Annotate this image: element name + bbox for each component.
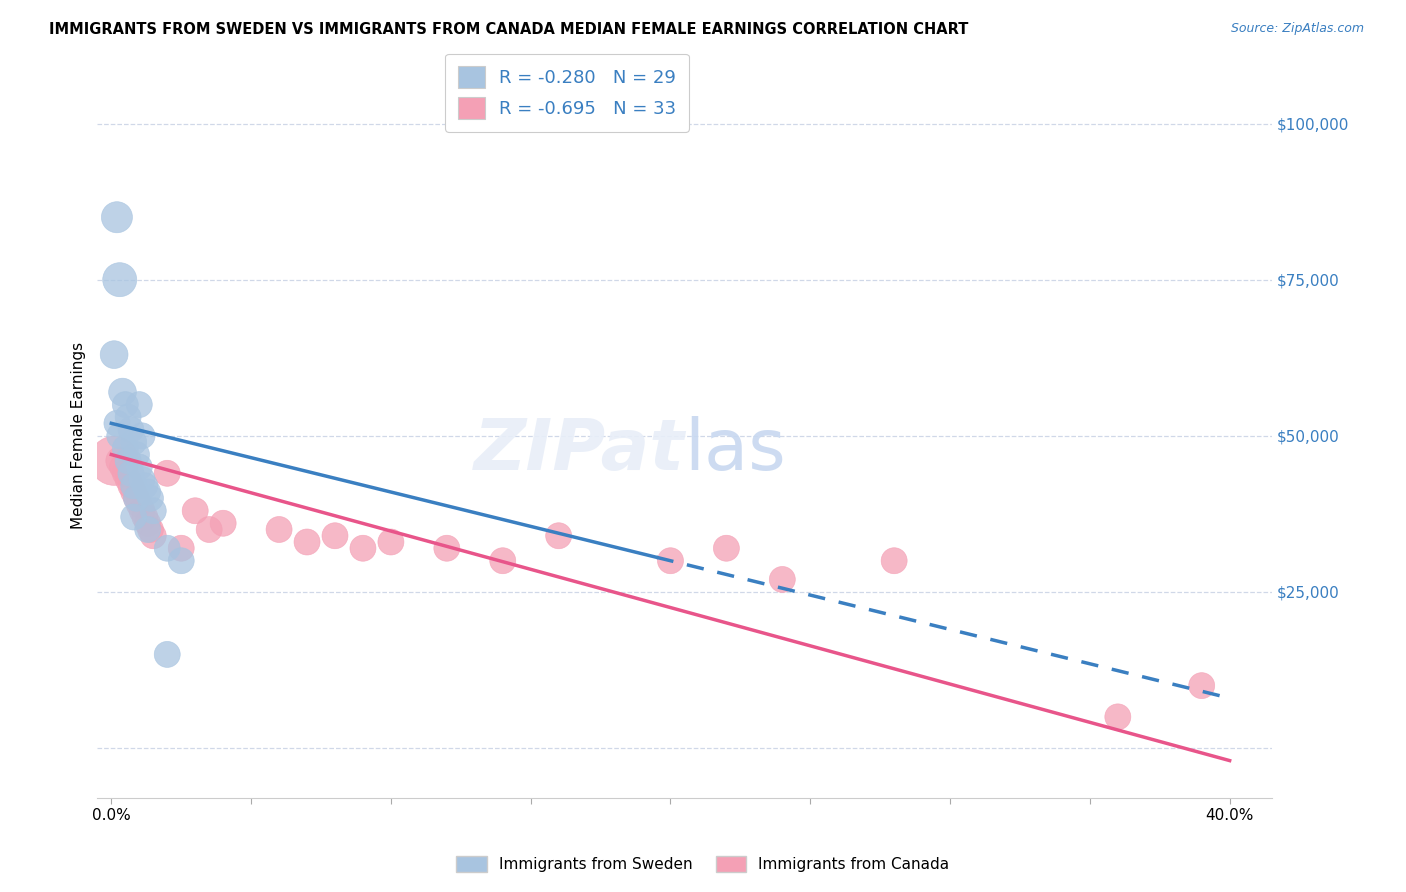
Point — [114, 442, 136, 456]
Point — [156, 541, 179, 556]
Point — [380, 535, 402, 549]
Point — [117, 410, 139, 425]
Text: IMMIGRANTS FROM SWEDEN VS IMMIGRANTS FROM CANADA MEDIAN FEMALE EARNINGS CORRELAT: IMMIGRANTS FROM SWEDEN VS IMMIGRANTS FRO… — [49, 22, 969, 37]
Point — [128, 498, 150, 512]
Point — [117, 454, 139, 468]
Point — [131, 429, 153, 443]
Point — [142, 504, 165, 518]
Point — [103, 348, 125, 362]
Point — [139, 491, 162, 506]
Point — [103, 454, 125, 468]
Point — [659, 554, 682, 568]
Point — [122, 435, 145, 450]
Point — [111, 385, 134, 400]
Point — [122, 485, 145, 500]
Point — [170, 554, 193, 568]
Point — [136, 523, 159, 537]
Text: ZIPat: ZIPat — [474, 416, 685, 485]
Legend: R = -0.280   N = 29, R = -0.695   N = 33: R = -0.280 N = 29, R = -0.695 N = 33 — [446, 54, 689, 132]
Point — [156, 467, 179, 481]
Point — [122, 510, 145, 524]
Point — [117, 473, 139, 487]
Point — [105, 417, 128, 431]
Point — [134, 479, 156, 493]
Point — [128, 460, 150, 475]
Point — [108, 429, 131, 443]
Point — [436, 541, 458, 556]
Point — [295, 535, 318, 549]
Point — [111, 460, 134, 475]
Point — [114, 467, 136, 481]
Point — [267, 523, 290, 537]
Point — [125, 491, 148, 506]
Point — [125, 448, 148, 462]
Point — [136, 516, 159, 531]
Point — [1191, 679, 1213, 693]
Point — [136, 485, 159, 500]
Point — [198, 523, 221, 537]
Point — [114, 398, 136, 412]
Legend: Immigrants from Sweden, Immigrants from Canada: Immigrants from Sweden, Immigrants from … — [449, 848, 957, 880]
Point — [1107, 710, 1129, 724]
Text: Source: ZipAtlas.com: Source: ZipAtlas.com — [1230, 22, 1364, 36]
Point — [108, 273, 131, 287]
Point — [184, 504, 207, 518]
Point — [212, 516, 235, 531]
Point — [120, 467, 142, 481]
Point — [716, 541, 738, 556]
Point — [134, 510, 156, 524]
Point — [170, 541, 193, 556]
Point — [131, 504, 153, 518]
Text: las: las — [685, 416, 786, 485]
Point — [120, 423, 142, 437]
Point — [128, 398, 150, 412]
Point — [352, 541, 374, 556]
Point — [122, 479, 145, 493]
Point — [156, 648, 179, 662]
Point — [770, 573, 793, 587]
Point — [108, 454, 131, 468]
Point — [547, 529, 569, 543]
Point — [139, 523, 162, 537]
Point — [120, 479, 142, 493]
Point — [323, 529, 346, 543]
Point — [125, 491, 148, 506]
Y-axis label: Median Female Earnings: Median Female Earnings — [72, 343, 86, 529]
Point — [105, 211, 128, 225]
Point — [492, 554, 515, 568]
Point — [142, 529, 165, 543]
Point — [883, 554, 905, 568]
Point — [131, 473, 153, 487]
